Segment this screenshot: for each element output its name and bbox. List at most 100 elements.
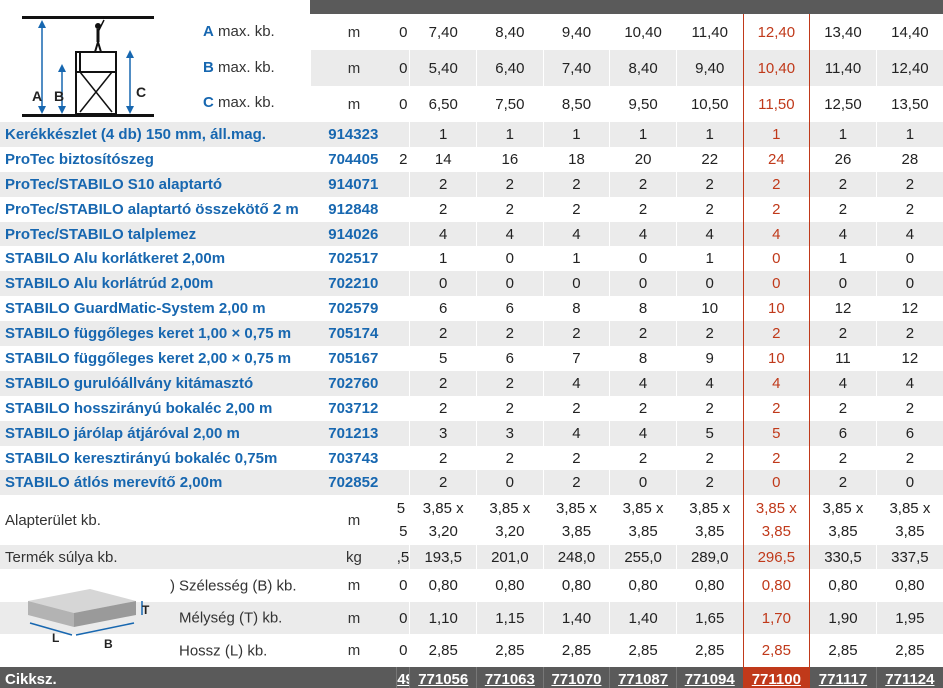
dimension-text: max. kb. (218, 59, 275, 76)
area-top: 3,85 x (689, 500, 731, 518)
part-code-link[interactable]: 702852 (311, 470, 397, 496)
value-cell: 2 (675, 196, 744, 222)
value-cell: 5 (409, 346, 477, 371)
area-top: 3,85 x (889, 500, 931, 518)
area-top: 3,85 x (422, 500, 464, 518)
value-cell: 2,85 (609, 634, 677, 667)
part-name-link[interactable]: STABILO átlós merevítő 2,00m (0, 470, 312, 496)
value-cell: 2 (476, 445, 544, 471)
article-number-link[interactable]: 771100 (742, 666, 811, 688)
value-cell: 4 (809, 221, 877, 247)
value-cell: 2 (875, 321, 943, 347)
value-cell: 20 (609, 146, 677, 172)
illustration-label-c: C (136, 84, 147, 100)
value-cell: 0 (609, 271, 677, 297)
area-top: 3,85 x (489, 500, 531, 518)
value-cell: 2 (742, 196, 811, 222)
partial-value (396, 370, 410, 396)
value-cell: 2,85 (409, 634, 477, 667)
part-code-link[interactable]: 914323 (311, 122, 397, 147)
area-unit: m (311, 495, 397, 546)
part-code-link[interactable]: 702517 (311, 246, 397, 272)
part-name-link[interactable]: STABILO GuardMatic-System 2,00 m (0, 296, 312, 322)
area-value-cell: 3,85 x 3,85 (609, 495, 677, 546)
value-cell: 1,65 (675, 601, 744, 635)
part-name-link[interactable]: STABILO függőleges keret 2,00 × 0,75 m (0, 346, 312, 371)
value-cell: 2,85 (542, 634, 610, 667)
value-cell: 0 (875, 271, 943, 297)
part-name-link[interactable]: STABILO Alu korlátkeret 2,00m (0, 246, 312, 272)
value-cell: 1,15 (476, 601, 544, 635)
area-bottom: 3,20 (428, 523, 458, 541)
part-name-link[interactable]: ProTec/STABILO alaptartó összekötő 2 m (0, 196, 312, 222)
part-name-link[interactable]: STABILO hosszirányú bokaléc 2,00 m (0, 395, 312, 421)
part-code-link[interactable]: 702760 (311, 370, 397, 396)
package-dimension-row: Hossz (L) kb. m 0 2,85 2,85 2,85 2,85 2,85 2,85 2… (0, 634, 943, 667)
area-value-cell: 3,85 x 3,85 (809, 495, 877, 546)
part-row: STABILO Alu korlátrúd 2,00m 702210 0 0 0 0 0 0 0… (0, 271, 943, 297)
part-name-link[interactable]: STABILO gurulóállvány kitámasztó (0, 370, 312, 396)
value-cell: 0 (542, 271, 610, 297)
area-bottom: 3,20 (495, 523, 525, 541)
part-code-link[interactable]: 704405 (311, 146, 397, 172)
article-number-link[interactable]: 771087 (609, 666, 677, 688)
value-cell: 0,80 (409, 569, 477, 602)
article-number-link[interactable]: 771056 (409, 666, 477, 688)
area-top: 3,85 x (755, 500, 797, 518)
part-name-link[interactable]: STABILO függőleges keret 1,00 × 0,75 m (0, 321, 312, 347)
value-cell: 8 (609, 296, 677, 322)
value-cell: 1 (542, 122, 610, 147)
value-cell: 3 (476, 420, 544, 446)
part-row: ProTec/STABILO alaptartó összekötő 2 m 91… (0, 196, 943, 222)
part-name-link[interactable]: STABILO Alu korlátrúd 2,00m (0, 271, 312, 297)
part-name-link[interactable]: ProTec/STABILO talplemez (0, 221, 312, 247)
area-value-cell: 3,85 x 3,20 (409, 495, 477, 546)
article-number-partial[interactable]: 49 (396, 666, 410, 688)
value-cell: 1 (675, 122, 744, 147)
value-cell: 0 (675, 271, 744, 297)
article-number-link[interactable]: 771063 (476, 666, 544, 688)
part-code-link[interactable]: 914071 (311, 171, 397, 197)
part-code-link[interactable]: 701213 (311, 420, 397, 446)
value-cell: 7,40 (542, 50, 610, 86)
part-name-link[interactable]: ProTec biztosítószeg (0, 146, 312, 172)
value-cell: 4 (542, 221, 610, 247)
part-code-link[interactable]: 705174 (311, 321, 397, 347)
part-name-link[interactable]: STABILO keresztirányú bokaléc 0,75m (0, 445, 312, 471)
value-cell: 1 (809, 246, 877, 272)
value-cell: 2 (875, 171, 943, 197)
article-number-link[interactable]: 771070 (542, 666, 610, 688)
area-bottom: 3,85 (695, 523, 725, 541)
area-value-cell: 3,85 x 3,85 (675, 495, 744, 546)
part-code-link[interactable]: 703743 (311, 445, 397, 471)
part-code-link[interactable]: 703712 (311, 395, 397, 421)
article-number-link[interactable]: 771117 (809, 666, 877, 688)
part-row: ProTec/STABILO S10 alaptartó 914071 2 2 2 2 2 2… (0, 171, 943, 197)
article-number-row: Cikksz.497710567710637710707710877710947… (0, 666, 943, 688)
article-number-link[interactable]: 771124 (875, 666, 943, 688)
value-cell: 8 (609, 346, 677, 371)
value-cell: 0 (742, 470, 811, 496)
value-cell: 11,50 (742, 86, 811, 122)
part-row: STABILO gurulóállvány kitámasztó 702760 2 2… (0, 370, 943, 396)
illustration-label-b: B (54, 88, 65, 104)
area-top: 3,85 x (822, 500, 864, 518)
area-lead-top: 5 x (396, 500, 410, 518)
part-name-link[interactable]: ProTec/STABILO S10 alaptartó (0, 171, 312, 197)
value-cell: 5 (742, 420, 811, 446)
part-name-link[interactable]: Kerékkészlet (4 db) 150 mm, áll.mag. (0, 122, 312, 147)
part-name-link[interactable]: STABILO járólap átjáróval 2,00 m (0, 420, 312, 446)
dimension-text: max. kb. (218, 23, 275, 40)
value-cell: 6 (409, 296, 477, 322)
part-code-link[interactable]: 705167 (311, 346, 397, 371)
part-row: STABILO függőleges keret 1,00 × 0,75 m 70… (0, 321, 943, 347)
part-code-link[interactable]: 912848 (311, 196, 397, 222)
value-cell: 2 (809, 321, 877, 347)
value-cell: 0 (609, 470, 677, 496)
article-number-link[interactable]: 771094 (675, 666, 744, 688)
part-code-link[interactable]: 702579 (311, 296, 397, 322)
value-cell: 2 (409, 470, 477, 496)
part-code-link[interactable]: 702210 (311, 271, 397, 297)
part-code-link[interactable]: 914026 (311, 221, 397, 247)
value-cell: 2 (809, 171, 877, 197)
